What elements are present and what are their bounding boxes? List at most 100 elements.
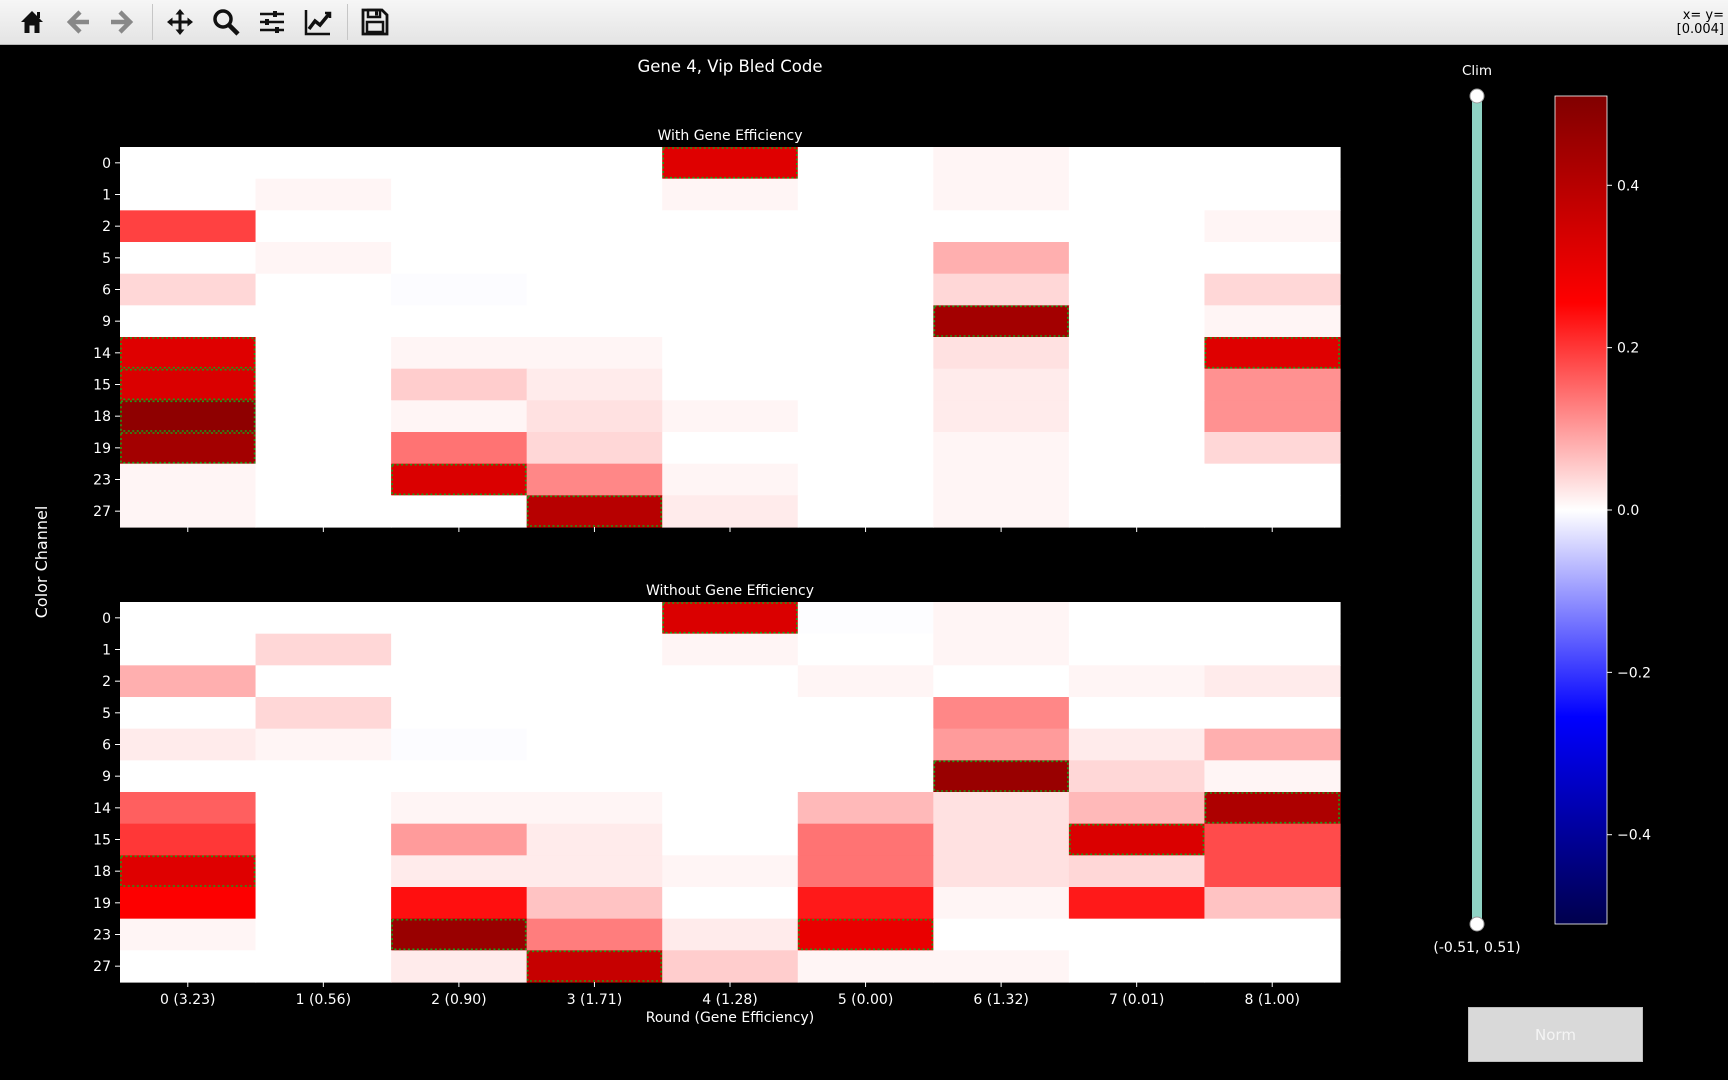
heatmap-cell — [526, 665, 663, 698]
zoom-icon — [213, 9, 240, 36]
heatmap-cell — [1204, 697, 1341, 730]
heatmap-cell — [255, 823, 392, 856]
heatmap-cell — [1204, 950, 1341, 983]
heatmap-cell — [255, 305, 392, 338]
heatmap-cell — [391, 178, 528, 211]
zoom-button[interactable] — [208, 4, 244, 40]
heatmap-cell — [797, 792, 934, 825]
heatmap-cell — [255, 602, 392, 635]
highlighted-cell — [797, 918, 934, 951]
heatmap-cell — [391, 495, 528, 528]
heatmap-cell — [662, 760, 799, 793]
heatmap-cell — [933, 887, 1070, 920]
heatmap-cell — [1204, 823, 1341, 856]
heatmap-cell — [391, 728, 528, 761]
heatmap-cell — [1068, 147, 1206, 180]
heatmap-cell — [255, 697, 392, 730]
highlighted-cell — [120, 400, 256, 432]
heatmap-cell — [662, 665, 799, 698]
heatmap-cell — [662, 918, 799, 951]
heatmap-cell — [255, 147, 392, 180]
y-tick-label: 9 — [102, 769, 111, 785]
heatmap-cell — [1068, 210, 1206, 243]
heatmap-cell — [255, 242, 392, 275]
subplots-icon — [260, 11, 284, 33]
heatmap-cell — [797, 887, 934, 920]
axes-edit-button[interactable] — [300, 4, 336, 40]
subplots-button[interactable] — [254, 4, 290, 40]
heatmap-cell — [662, 178, 799, 211]
heatmap-cell — [120, 432, 257, 465]
clim-slider-handle-max[interactable] — [1469, 88, 1485, 104]
heatmap-cell — [526, 792, 663, 825]
heatmap-cell — [933, 665, 1070, 698]
clim-slider-handle-min[interactable] — [1469, 916, 1485, 932]
colorbar-tick-label: 0.2 — [1617, 341, 1639, 357]
highlighted-cell — [526, 495, 663, 527]
heatmap-cell — [255, 178, 392, 211]
highlighted-cell — [120, 368, 256, 401]
heatmap-cell — [933, 463, 1070, 496]
heatmap-cell — [1204, 432, 1341, 465]
heatmap-cell — [1204, 792, 1341, 825]
y-axis-label: Color Channel — [32, 506, 51, 619]
highlighted-cell — [933, 305, 1069, 337]
heatmap-cell — [1068, 792, 1206, 825]
heatmap-cell — [933, 432, 1070, 465]
highlighted-cell — [526, 950, 663, 982]
heatmap-cell — [120, 463, 257, 496]
heatmap-cell — [1068, 463, 1206, 496]
heatmap-cell — [797, 918, 934, 951]
clim-slider-track[interactable] — [1472, 96, 1482, 924]
heatmap-cell — [391, 665, 528, 698]
heatmap-cell — [120, 273, 257, 306]
heatmap-cell — [933, 305, 1070, 338]
heatmap-cell — [662, 887, 799, 920]
heatmap-cell — [797, 728, 934, 761]
heatmap-cell — [1068, 918, 1206, 951]
heatmap-cell — [526, 823, 663, 856]
heatmap-cell — [933, 760, 1070, 793]
heatmap-cell — [391, 760, 528, 793]
colorbar-tick-label: −0.2 — [1617, 665, 1651, 681]
heatmap-cell — [662, 950, 799, 983]
heatmap-cell — [933, 633, 1070, 666]
heatmap-cell — [662, 463, 799, 496]
save-button[interactable] — [357, 4, 393, 40]
heatmap-cell — [255, 210, 392, 243]
heatmap-cell — [933, 337, 1070, 370]
y-tick-label: 14 — [93, 801, 111, 817]
pan-button[interactable] — [162, 4, 198, 40]
heatmap-cell — [526, 887, 663, 920]
heatmap-cell — [797, 633, 934, 666]
heatmap-cell — [1068, 242, 1206, 275]
heatmap-cell — [662, 823, 799, 856]
back-button[interactable] — [60, 4, 96, 40]
heatmap-cell — [526, 697, 663, 730]
heatmap-cell — [120, 855, 257, 888]
norm-button[interactable]: Norm — [1468, 1007, 1643, 1062]
heatmap-cell — [797, 950, 934, 983]
home-button[interactable] — [14, 4, 50, 40]
heatmap-cell — [797, 760, 934, 793]
heatmap-cell — [797, 273, 934, 306]
heatmap-cell — [933, 950, 1070, 983]
heatmap-cell — [1068, 495, 1206, 528]
heatmap-cell — [933, 273, 1070, 306]
heatmap-cell — [933, 855, 1070, 888]
save-icon — [361, 8, 389, 36]
y-tick-label: 0 — [102, 156, 111, 172]
heatmap-cell — [1068, 400, 1206, 433]
heatmap-cell — [933, 242, 1070, 275]
heatmap-cell — [797, 463, 934, 496]
x-tick-label: 0 (3.23) — [160, 992, 215, 1008]
heatmap-cell — [255, 273, 392, 306]
heatmap-cell — [1068, 697, 1206, 730]
heatmap-cell — [391, 855, 528, 888]
heatmap-cell — [1204, 855, 1341, 888]
heatmap-cell — [255, 337, 392, 370]
forward-button[interactable] — [104, 4, 140, 40]
y-tick-label: 2 — [102, 219, 111, 235]
highlighted-cell — [391, 918, 527, 951]
heatmap-cell — [933, 728, 1070, 761]
